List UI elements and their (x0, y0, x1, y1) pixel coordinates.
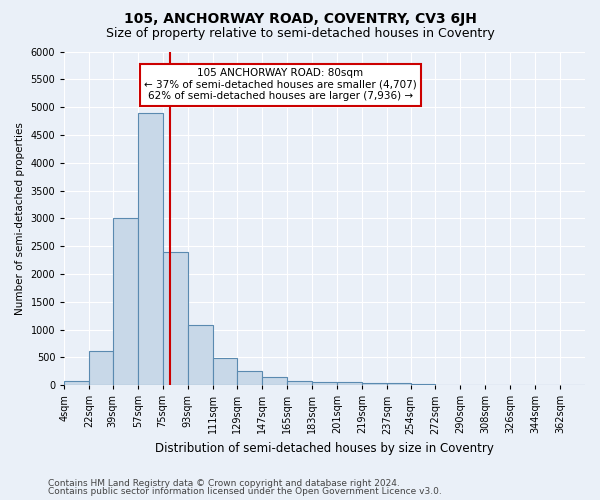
Bar (287, 380, 312, 385)
Text: Size of property relative to semi-detached houses in Coventry: Size of property relative to semi-detach… (106, 28, 494, 40)
Text: Contains HM Land Registry data © Crown copyright and database right 2024.: Contains HM Land Registry data © Crown c… (48, 478, 400, 488)
Bar (163, 252, 188, 385)
Y-axis label: Number of semi-detached properties: Number of semi-detached properties (15, 122, 25, 315)
Bar (410, 384, 436, 385)
Bar (362, 383, 387, 385)
Bar (212, 358, 238, 385)
Bar (337, 382, 362, 385)
Bar (262, 377, 287, 385)
Bar (188, 325, 212, 385)
Text: 105, ANCHORWAY ROAD, COVENTRY, CV3 6JH: 105, ANCHORWAY ROAD, COVENTRY, CV3 6JH (124, 12, 476, 26)
Bar (238, 370, 262, 385)
Text: 105 ANCHORWAY ROAD: 80sqm
← 37% of semi-detached houses are smaller (4,707)
62% : 105 ANCHORWAY ROAD: 80sqm ← 37% of semi-… (144, 68, 417, 102)
Bar (113, 218, 138, 385)
Bar (89, 350, 113, 385)
Bar (312, 382, 337, 385)
Bar (138, 112, 163, 385)
Bar (64, 380, 89, 385)
Text: Contains public sector information licensed under the Open Government Licence v3: Contains public sector information licen… (48, 487, 442, 496)
X-axis label: Distribution of semi-detached houses by size in Coventry: Distribution of semi-detached houses by … (155, 442, 494, 455)
Bar (387, 384, 410, 385)
Bar (436, 384, 460, 385)
